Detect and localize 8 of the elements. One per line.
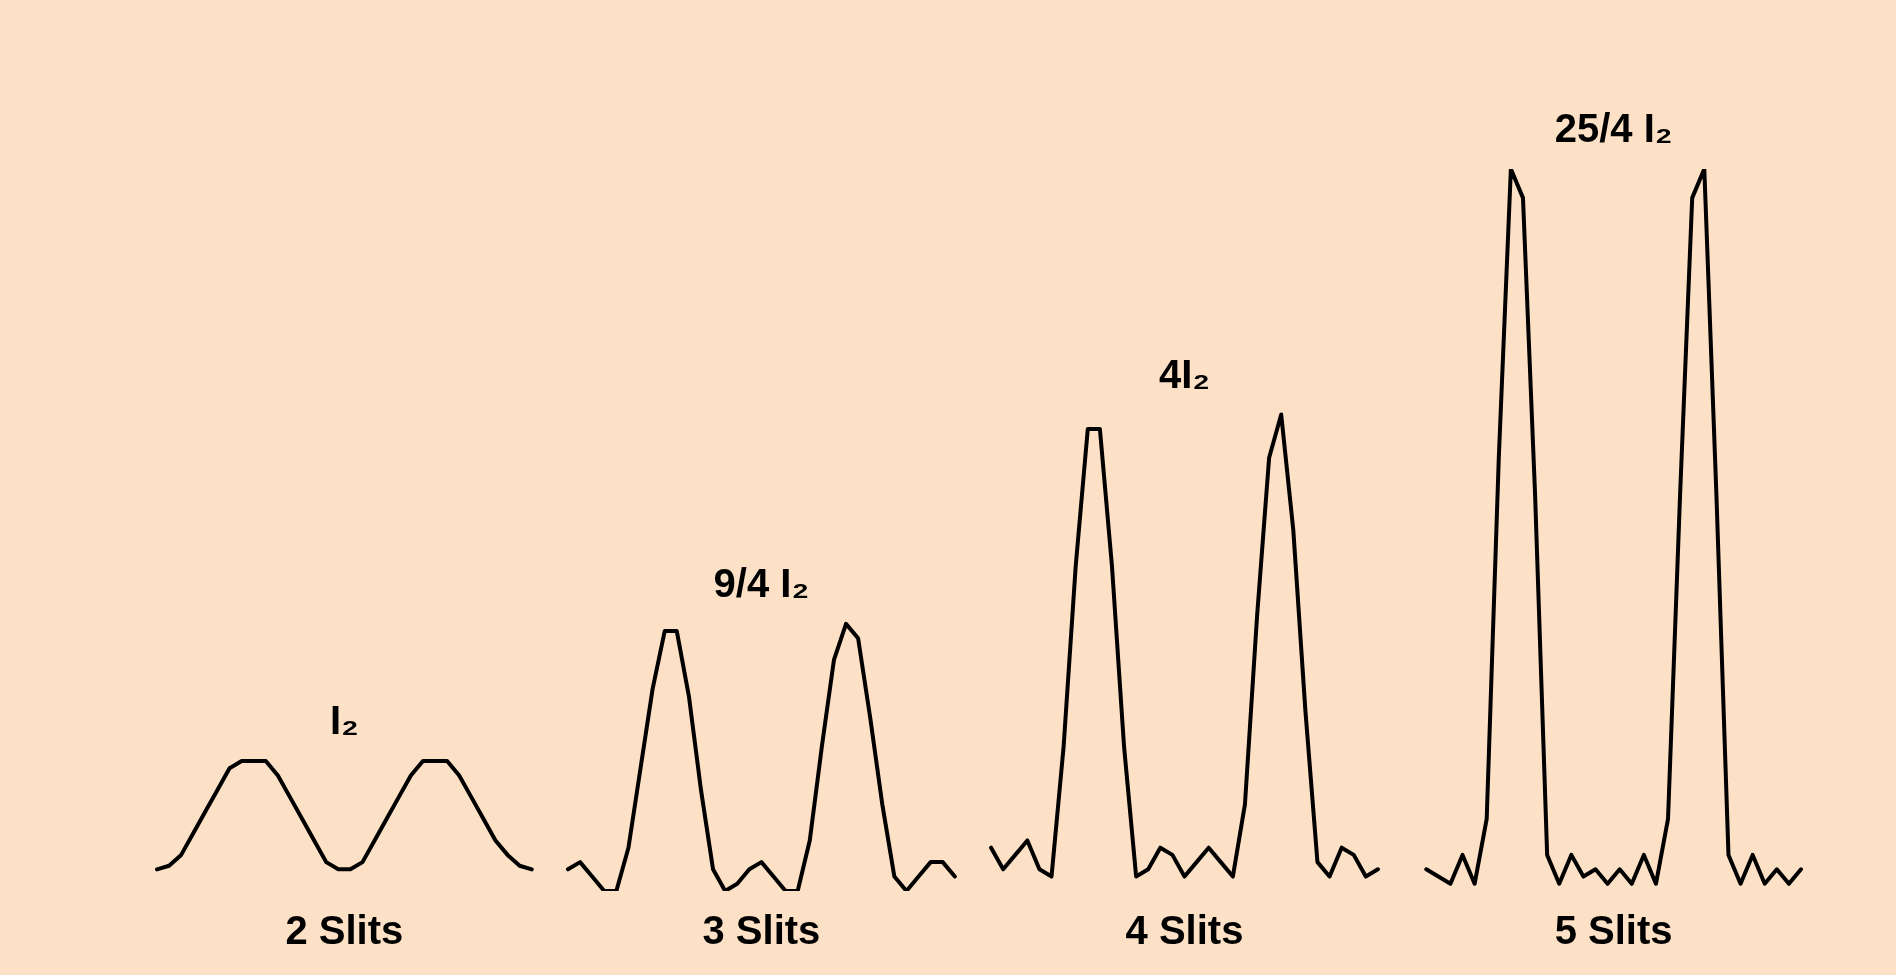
- annotation: 4I₂: [1158, 351, 1211, 396]
- text: 25/4 I₂: [1554, 106, 1673, 151]
- series-label: 2 Slits: [285, 908, 404, 953]
- series-label: 4 Slits: [1125, 908, 1244, 953]
- annotation: 9/4 I₂: [713, 560, 810, 605]
- annotation: I₂: [329, 698, 359, 743]
- series-label: 5 Slits: [1554, 908, 1673, 953]
- series-label: 3 Slits: [702, 908, 821, 953]
